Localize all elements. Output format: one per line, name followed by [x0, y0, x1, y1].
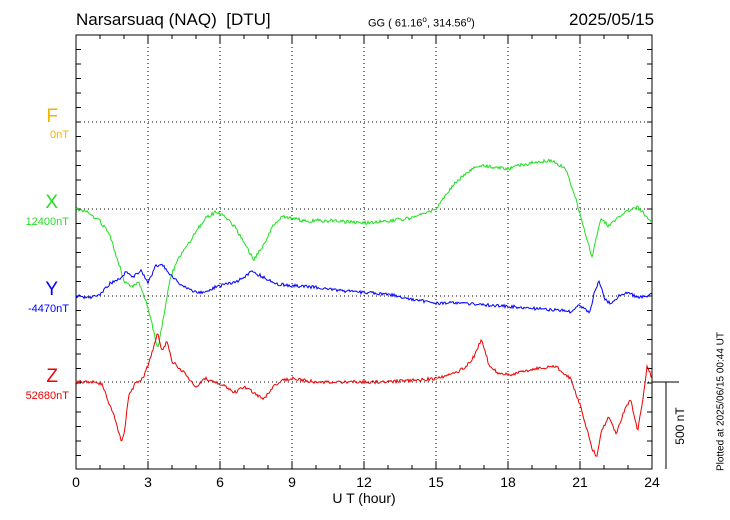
plot-date: 2025/05/15: [569, 10, 655, 29]
station-title: Narsarsuaq (NAQ) [DTU]: [76, 10, 271, 30]
x-tick-label: 9: [288, 474, 296, 490]
x-tick-label: 24: [644, 474, 660, 490]
scale-bar: [652, 381, 679, 469]
x-tick-label: 12: [356, 474, 372, 490]
traces: [75, 158, 653, 457]
axis-ticks: [75, 35, 653, 469]
x-tick-label: 18: [500, 474, 516, 490]
x-tick-label: 6: [216, 474, 224, 490]
geographic-coordinates: GG ( 61.16o, 314.56o): [368, 15, 475, 30]
x-tick-label: 15: [428, 474, 444, 490]
x-tick-label: 0: [72, 474, 80, 490]
station-name: Narsarsuaq (NAQ): [76, 10, 217, 29]
component-label-z: Z: [46, 366, 58, 387]
component-label-f: F: [46, 106, 58, 127]
baseline-f: 0nT: [50, 129, 69, 141]
series-line-y: [75, 263, 653, 314]
grid-lines: [76, 35, 652, 469]
x-tick-label: 21: [572, 474, 588, 490]
series-line-x: [75, 158, 653, 348]
plotted-timestamp: Plotted at 2025/06/15 00:44 UT: [715, 332, 727, 471]
coord-lat: GG ( 61.16: [368, 17, 423, 30]
degree-mark: o: [466, 15, 472, 24]
baseline-x: 12400nT: [25, 216, 69, 228]
coord-lon: , 314.56: [426, 17, 467, 30]
component-label-y: Y: [45, 279, 58, 300]
degree-mark: o: [422, 15, 427, 24]
x-tick-label: 3: [144, 474, 152, 490]
series-line-z: [75, 333, 653, 457]
baseline-z: 52680nT: [25, 390, 69, 402]
data-source: [DTU]: [226, 10, 271, 29]
x-axis-label: U T (hour): [332, 490, 396, 506]
component-label-x: X: [45, 192, 58, 213]
scale-bar-label: 500 nT: [673, 407, 687, 445]
coord-close: ): [471, 17, 475, 30]
baseline-y: -4470nT: [28, 303, 69, 315]
